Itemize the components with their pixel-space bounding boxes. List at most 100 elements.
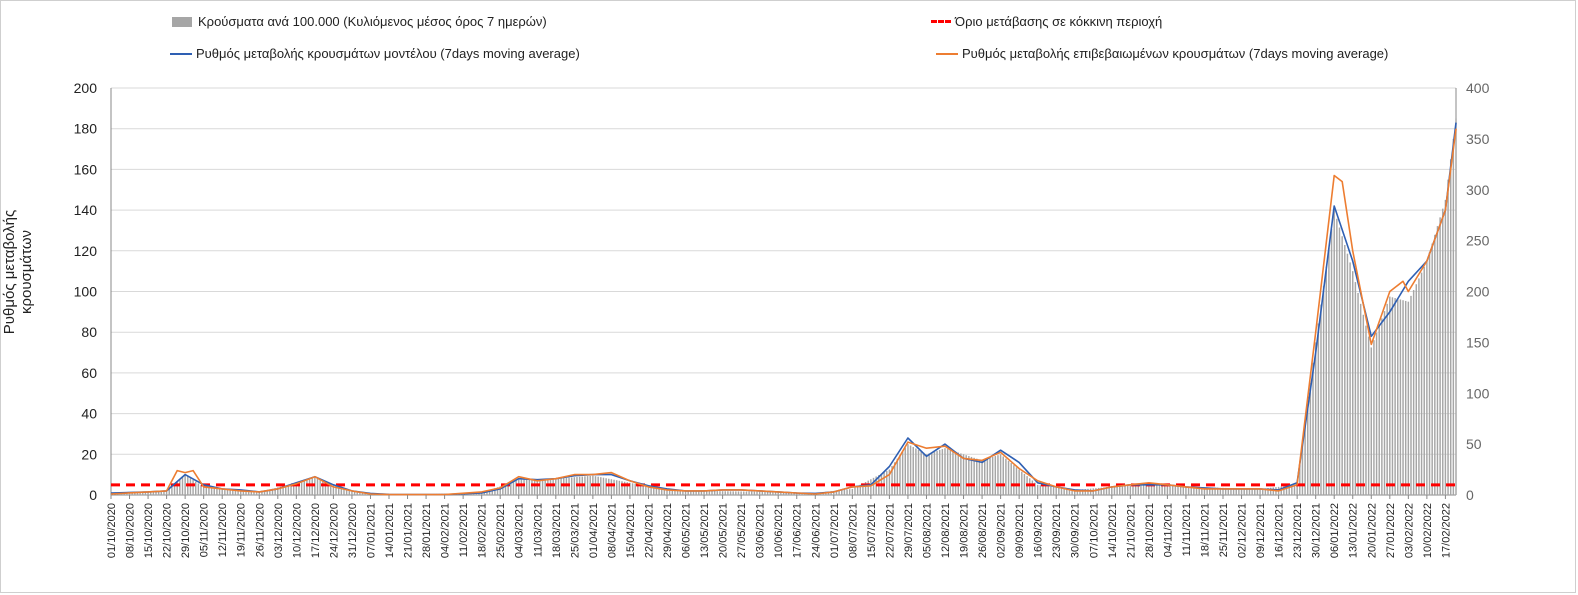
- x-tick-label: 04/11/2021: [1162, 503, 1174, 557]
- bar: [608, 478, 610, 495]
- bar: [639, 484, 642, 495]
- bar: [1063, 488, 1065, 495]
- bar: [1423, 266, 1425, 495]
- bar: [1389, 296, 1391, 495]
- bar: [1357, 292, 1359, 495]
- y-right-tick-label: 250: [1466, 233, 1490, 249]
- bar: [1068, 489, 1071, 495]
- bar: [944, 448, 946, 495]
- bar: [848, 489, 851, 495]
- bar: [160, 491, 163, 495]
- y-left-tick-label: 140: [74, 202, 98, 218]
- bar: [915, 448, 917, 495]
- bar: [1193, 487, 1195, 495]
- bar: [308, 479, 311, 495]
- bar: [1238, 488, 1240, 495]
- bar: [1095, 488, 1097, 495]
- bar: [496, 487, 499, 495]
- x-tick-label: 20/01/2022: [1366, 503, 1378, 558]
- bar: [1126, 485, 1129, 495]
- bar: [610, 479, 613, 495]
- bar: [525, 479, 528, 495]
- bar: [631, 483, 634, 495]
- bar: [960, 453, 962, 495]
- x-tick-label: 11/03/2021: [532, 503, 544, 557]
- bar: [724, 491, 726, 495]
- bar: [557, 478, 560, 495]
- bar: [1166, 485, 1169, 495]
- bar: [1216, 487, 1219, 495]
- bar: [758, 491, 761, 495]
- x-tick-label: 04/03/2021: [514, 503, 526, 558]
- bar: [713, 491, 716, 495]
- y-right-tick-label: 200: [1466, 284, 1490, 300]
- bar: [221, 488, 223, 495]
- bar: [586, 476, 589, 495]
- bar: [1291, 485, 1293, 495]
- bar: [978, 459, 981, 495]
- bar: [923, 452, 925, 495]
- bar: [1134, 485, 1137, 495]
- bar: [655, 487, 658, 495]
- bar: [507, 483, 509, 495]
- bar: [973, 457, 975, 495]
- bar: [1039, 485, 1042, 495]
- bar: [1254, 488, 1256, 495]
- bar: [941, 449, 944, 495]
- bar: [653, 487, 655, 495]
- bar: [1137, 485, 1140, 495]
- bar: [1367, 336, 1370, 495]
- bar: [271, 488, 274, 495]
- y-right-tick-label: 0: [1466, 487, 1474, 503]
- bar: [1190, 487, 1192, 495]
- bar: [560, 478, 562, 495]
- bar: [136, 491, 139, 495]
- bar: [1156, 485, 1158, 495]
- bar: [1256, 488, 1259, 495]
- bar: [700, 490, 703, 495]
- bar: [1206, 487, 1208, 495]
- bar: [549, 478, 552, 495]
- bar: [515, 480, 517, 495]
- bar: [1119, 486, 1121, 495]
- bar: [316, 478, 319, 495]
- bar: [1447, 179, 1449, 495]
- bar: [727, 491, 729, 495]
- bar: [1426, 260, 1428, 495]
- bar: [692, 490, 695, 495]
- bar: [909, 445, 912, 495]
- bar: [761, 491, 764, 495]
- bar: [1322, 285, 1325, 495]
- bar: [152, 491, 155, 495]
- x-tick-label: 09/09/2021: [1014, 503, 1026, 558]
- x-tick-label: 07/10/2021: [1088, 503, 1100, 558]
- bar: [224, 488, 226, 495]
- bar: [989, 457, 991, 495]
- bar: [200, 485, 202, 495]
- bar: [716, 491, 719, 495]
- bar: [870, 479, 872, 495]
- y-right-tick-label: 350: [1466, 131, 1490, 147]
- bar: [788, 492, 790, 495]
- x-tick-label: 11/02/2021: [458, 503, 470, 557]
- bar: [952, 450, 954, 495]
- bar: [1142, 485, 1145, 495]
- y-right-tick-label: 300: [1466, 182, 1490, 198]
- bar: [904, 447, 907, 495]
- bar: [1344, 244, 1346, 495]
- bar: [925, 454, 928, 495]
- bar: [253, 491, 255, 495]
- y-left-tick-label: 200: [74, 80, 98, 96]
- bar: [684, 490, 687, 495]
- bar: [698, 490, 700, 495]
- bar: [1436, 226, 1439, 495]
- bar: [1394, 298, 1396, 495]
- bar: [1240, 488, 1243, 495]
- bar: [266, 489, 268, 495]
- bar: [1415, 284, 1418, 495]
- bar: [1222, 487, 1224, 495]
- bar: [1089, 488, 1092, 495]
- bar: [173, 483, 176, 495]
- x-tick-label: 25/02/2021: [495, 503, 507, 558]
